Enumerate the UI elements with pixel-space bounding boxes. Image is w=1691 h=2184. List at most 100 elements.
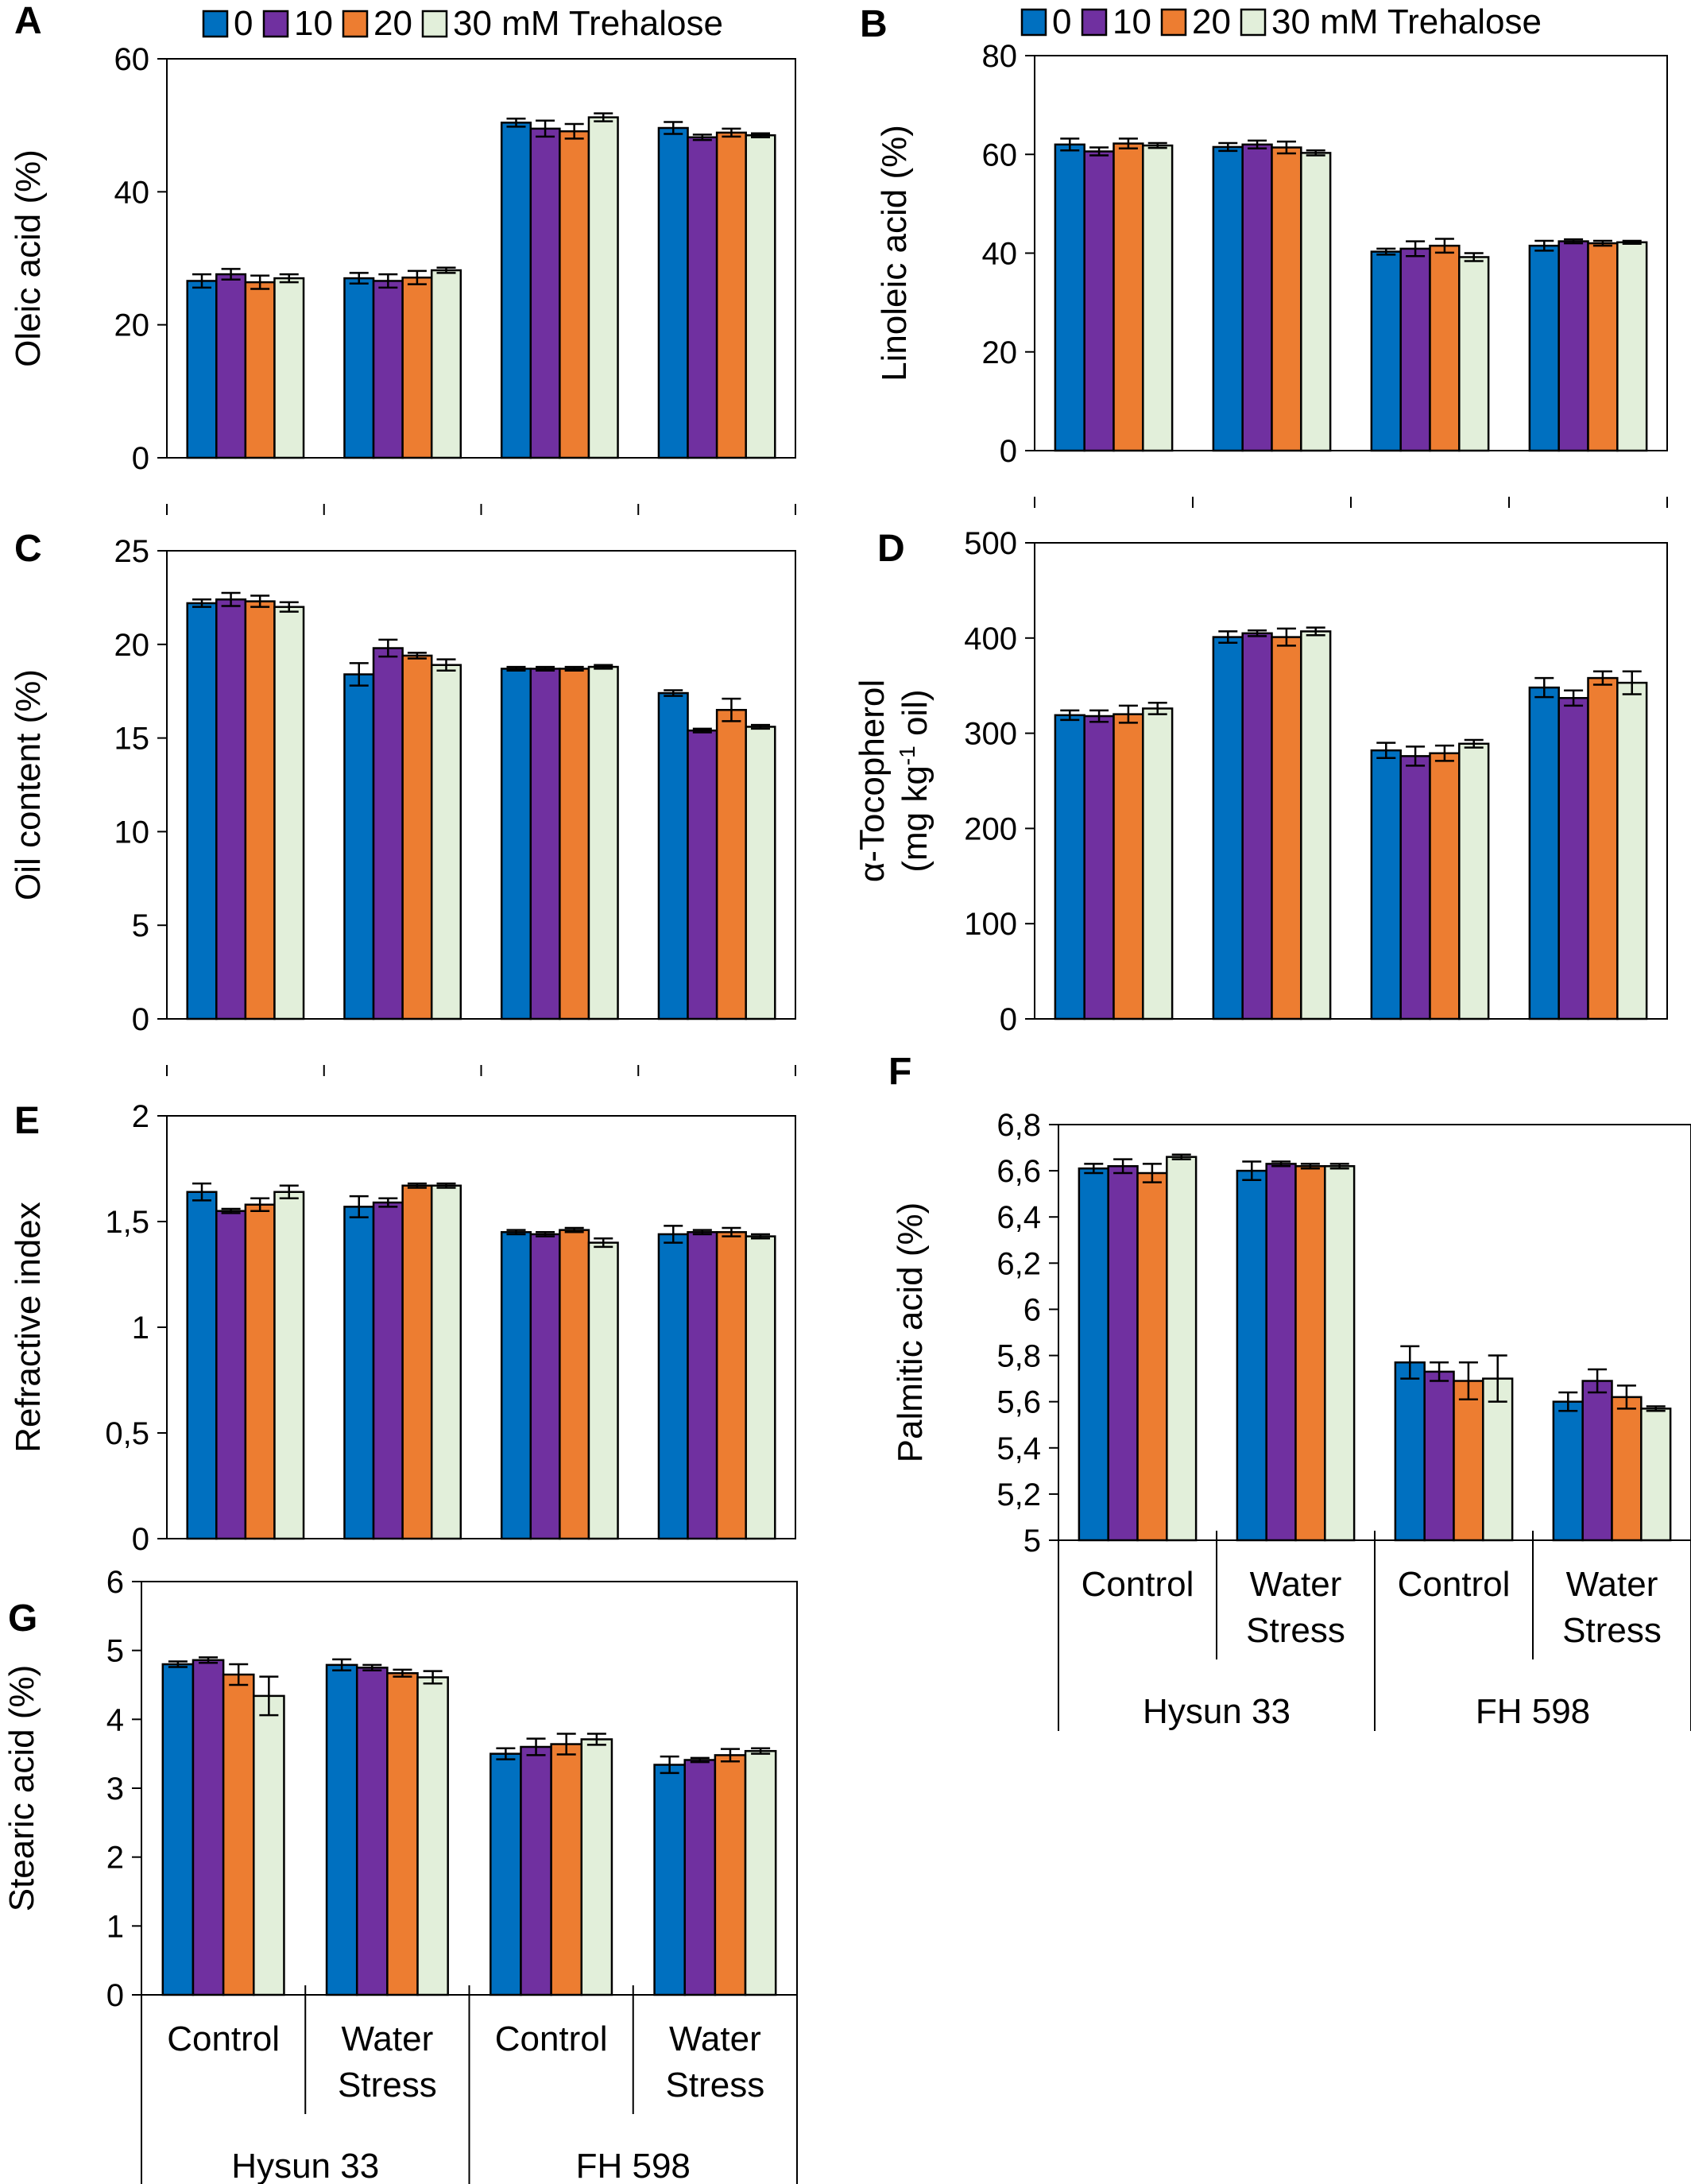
bar-d-1-3 bbox=[1300, 630, 1332, 1020]
bar-c-3-1 bbox=[687, 729, 718, 1020]
y-tick-label: 0 bbox=[132, 1522, 149, 1557]
y-tick-label: 6,4 bbox=[996, 1200, 1041, 1235]
bar-b-2-2 bbox=[1429, 244, 1461, 452]
bar-c-0-1 bbox=[215, 598, 247, 1020]
x-category-label: Control bbox=[495, 2019, 608, 2058]
bar-e-0-2 bbox=[244, 1203, 276, 1540]
y-tick-label: 3 bbox=[106, 1772, 124, 1806]
panel-letter: D bbox=[877, 528, 905, 570]
y-axis-label: Refractive index bbox=[9, 1202, 48, 1452]
x-cultivar-label: FH 598 bbox=[576, 2147, 691, 2184]
x-cultivar-label: Hysun 33 bbox=[1143, 1692, 1290, 1731]
bar-e-1-1 bbox=[372, 1201, 404, 1540]
bar-f-3-2 bbox=[1611, 1396, 1643, 1542]
bar-b-3-0 bbox=[1528, 244, 1560, 452]
y-axis-label: Linoleic acid (%) bbox=[875, 125, 914, 381]
y-axis-label: Palmitic acid (%) bbox=[891, 1202, 930, 1463]
x-category-label: Control bbox=[1082, 1565, 1194, 1604]
x-category-label: Water bbox=[1566, 1565, 1658, 1604]
bar-f-0-2 bbox=[1136, 1171, 1168, 1542]
x-category-label: Control bbox=[1398, 1565, 1511, 1604]
y-tick-label: 6,8 bbox=[996, 1108, 1041, 1143]
bar-b-0-2 bbox=[1112, 142, 1144, 452]
legend-label: 0 bbox=[1052, 2, 1071, 41]
bar-c-1-3 bbox=[430, 664, 462, 1020]
bar-f-2-0 bbox=[1394, 1361, 1426, 1542]
bar-c-3-0 bbox=[657, 691, 689, 1020]
bar-g-3-0 bbox=[653, 1764, 686, 1996]
bar-c-2-3 bbox=[587, 665, 619, 1020]
bar-d-1-2 bbox=[1271, 636, 1302, 1020]
y-tick-label: 20 bbox=[982, 335, 1018, 370]
x-category-label: Control bbox=[167, 2019, 280, 2058]
y-axis-label: Stearic acid (%) bbox=[2, 1665, 41, 1912]
x-category-label: Stress bbox=[666, 2066, 765, 2105]
y-tick-label: 60 bbox=[982, 137, 1018, 172]
bar-d-0-0 bbox=[1054, 714, 1085, 1020]
panel-letter: C bbox=[14, 528, 42, 570]
bar-d-3-0 bbox=[1528, 686, 1560, 1020]
legend-label: 30 mM Trehalose bbox=[1271, 2, 1542, 41]
bar-e-3-0 bbox=[657, 1233, 689, 1540]
legend-swatch bbox=[1020, 8, 1047, 37]
bar-e-3-2 bbox=[715, 1231, 747, 1540]
bar-e-2-0 bbox=[500, 1231, 532, 1540]
y-tick-label: 10 bbox=[114, 815, 150, 850]
bar-e-3-1 bbox=[687, 1231, 718, 1540]
bar-g-1-1 bbox=[355, 1667, 389, 1996]
bar-c-2-0 bbox=[500, 668, 532, 1020]
y-tick-label: 400 bbox=[964, 622, 1017, 656]
bar-c-2-1 bbox=[529, 668, 561, 1020]
bar-a-3-3 bbox=[745, 134, 776, 459]
legend-label: 20 bbox=[1192, 2, 1231, 41]
bar-a-3-0 bbox=[657, 126, 689, 459]
plot-area-frame bbox=[166, 58, 796, 459]
bar-a-2-2 bbox=[559, 130, 590, 459]
bar-f-0-1 bbox=[1107, 1165, 1139, 1542]
legend-swatch bbox=[421, 10, 448, 38]
chart-panel-b: B 0 20 40 60 80 Linoleic acid (%) bbox=[860, 3, 1668, 508]
bar-d-2-1 bbox=[1399, 755, 1431, 1020]
legend-swatch bbox=[1240, 8, 1267, 37]
bar-c-1-0 bbox=[343, 673, 375, 1020]
bar-g-3-2 bbox=[714, 1754, 747, 1996]
y-tick-label: 5,2 bbox=[996, 1477, 1041, 1512]
bar-a-0-1 bbox=[215, 273, 247, 459]
y-tick-label: 0 bbox=[132, 441, 149, 476]
y-tick-label: 500 bbox=[964, 526, 1017, 561]
bar-d-2-2 bbox=[1429, 752, 1461, 1020]
chart-panel-d: D 0 100 200 300 400 500 α-Tocopherol (mg kg-1 oi… bbox=[853, 526, 1668, 1037]
y-tick-label: 0,5 bbox=[105, 1416, 149, 1451]
bar-g-2-1 bbox=[520, 1745, 552, 1996]
y-tick-label: 0 bbox=[132, 1002, 149, 1037]
bar-f-3-1 bbox=[1581, 1380, 1613, 1542]
bar-c-1-2 bbox=[401, 654, 433, 1020]
bar-f-2-3 bbox=[1482, 1377, 1514, 1542]
y-tick-label: 5,4 bbox=[996, 1431, 1041, 1466]
bar-b-1-0 bbox=[1212, 145, 1244, 452]
bar-e-2-3 bbox=[587, 1241, 619, 1540]
bar-f-2-2 bbox=[1453, 1380, 1484, 1542]
x-category-label: Stress bbox=[1246, 1611, 1345, 1650]
bar-b-2-1 bbox=[1399, 247, 1431, 452]
bar-b-3-3 bbox=[1616, 241, 1648, 452]
bar-a-1-1 bbox=[372, 280, 404, 459]
bar-a-2-3 bbox=[587, 116, 619, 459]
bar-e-1-0 bbox=[343, 1206, 375, 1540]
bar-a-3-1 bbox=[687, 136, 718, 459]
y-tick-label: 6 bbox=[1023, 1292, 1041, 1327]
y-tick-label: 5 bbox=[1023, 1524, 1041, 1559]
bar-f-1-2 bbox=[1294, 1165, 1326, 1542]
legend-swatch bbox=[1081, 8, 1108, 37]
legend-swatch bbox=[202, 10, 229, 38]
y-tick-label: 5,6 bbox=[996, 1385, 1041, 1420]
plot-area-frame bbox=[1034, 542, 1668, 1020]
y-tick-label: 2 bbox=[132, 1099, 149, 1134]
legend-label: 10 bbox=[1112, 2, 1151, 41]
y-tick-label: 6,6 bbox=[996, 1154, 1041, 1189]
x-category-label: Stress bbox=[338, 2066, 437, 2105]
bar-f-3-3 bbox=[1640, 1408, 1672, 1542]
y-tick-label: 20 bbox=[114, 628, 150, 663]
bar-f-2-1 bbox=[1423, 1370, 1455, 1542]
bar-a-1-0 bbox=[343, 277, 375, 459]
